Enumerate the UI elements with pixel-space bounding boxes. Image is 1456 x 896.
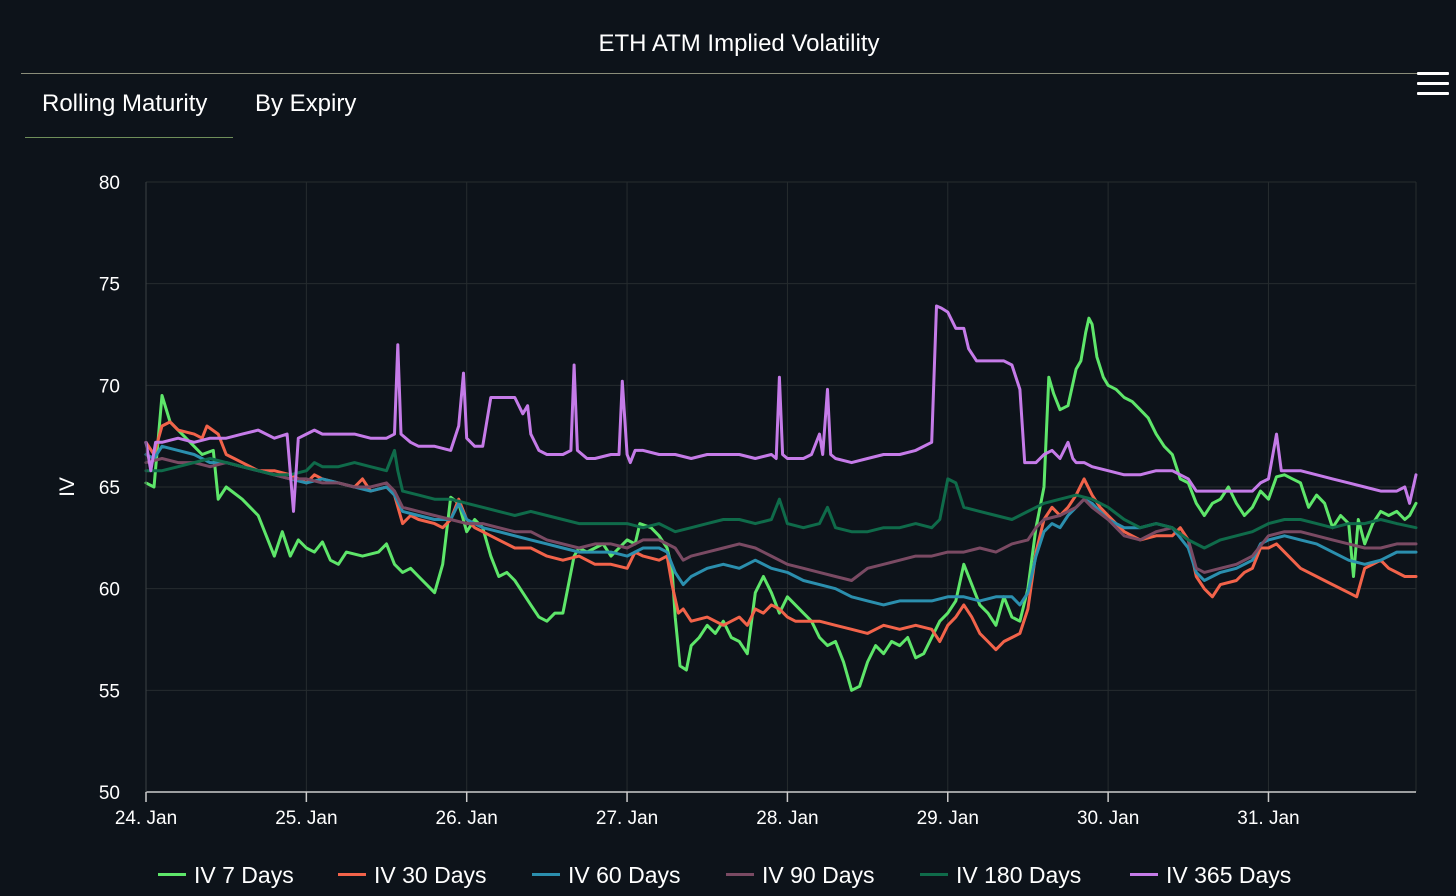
series-line-iv-180-days[interactable]: [144, 448, 1418, 550]
series-line-iv-7-days[interactable]: [144, 316, 1418, 692]
x-tick-label: 31. Jan: [1237, 808, 1299, 829]
tab-rolling-maturity[interactable]: Rolling Maturity: [42, 90, 208, 117]
legend-item-iv-90-days[interactable]: IV 90 Days: [726, 862, 875, 889]
x-tick-label: 25. Jan: [275, 808, 337, 829]
y-tick-label: 75: [99, 275, 120, 296]
legend-item-iv-7-days[interactable]: IV 7 Days: [158, 862, 294, 889]
y-tick-label: 70: [99, 376, 120, 397]
legend-swatch: [1130, 873, 1158, 877]
tab-by-expiry[interactable]: By Expiry: [255, 90, 357, 117]
grid-layer: [145, 181, 1417, 792]
y-tick-label: 80: [99, 173, 120, 194]
y-tick-label: 60: [99, 580, 120, 601]
legend-item-iv-60-days[interactable]: IV 60 Days: [532, 862, 681, 889]
legend-swatch: [338, 873, 366, 877]
legend-swatch: [920, 873, 948, 877]
series-layer: [144, 304, 1418, 692]
legend-label: IV 30 Days: [374, 862, 487, 888]
active-tab-indicator: [25, 137, 233, 138]
series-line-iv-30-days[interactable]: [144, 420, 1418, 652]
axis-layer: 50 55 60 65 70 75 80 24. Jan 25. Jan 26. Jan 27. J…: [56, 173, 1416, 829]
legend-swatch: [158, 873, 186, 877]
legend-item-iv-180-days[interactable]: IV 180 Days: [920, 862, 1081, 889]
x-tick-label: 27. Jan: [596, 808, 658, 829]
series-line-iv-60-days[interactable]: [144, 444, 1418, 607]
legend-label: IV 7 Days: [194, 862, 294, 888]
y-axis-title: IV: [56, 477, 79, 497]
series-line-iv-365-days[interactable]: [144, 304, 1418, 513]
legend-label: IV 180 Days: [956, 862, 1082, 888]
x-tick-label: 26. Jan: [436, 808, 498, 829]
y-tick-label: 50: [99, 783, 120, 804]
y-tick-label: 55: [99, 681, 120, 702]
title-divider: [21, 73, 1421, 74]
legend-swatch: [726, 873, 754, 877]
x-tick-label: 28. Jan: [756, 808, 818, 829]
legend-label: IV 90 Days: [762, 862, 875, 888]
legend-label: IV 60 Days: [568, 862, 681, 888]
legend-item-iv-365-days[interactable]: IV 365 Days: [1130, 862, 1291, 889]
x-tick-label: 24. Jan: [115, 808, 177, 829]
x-tick-label: 30. Jan: [1077, 808, 1139, 829]
hamburger-menu-icon[interactable]: [1415, 72, 1449, 98]
chart-legend: IV 7 Days IV 30 Days IV 60 Days IV 90 Days I…: [0, 862, 1456, 892]
series-line-iv-90-days[interactable]: [144, 457, 1418, 582]
legend-label: IV 365 Days: [1166, 862, 1292, 888]
legend-swatch: [532, 873, 560, 877]
legend-item-iv-30-days[interactable]: IV 30 Days: [338, 862, 487, 889]
y-tick-label: 65: [99, 478, 120, 499]
x-tick-label: 29. Jan: [917, 808, 979, 829]
chart-title: ETH ATM Implied Volatility: [598, 30, 880, 57]
